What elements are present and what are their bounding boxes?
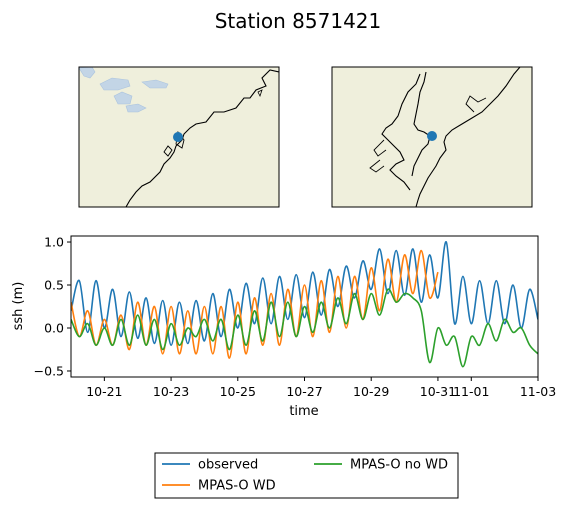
legend-frame [154,452,459,499]
x-tick-label: 10-21 [86,384,122,399]
station-marker [427,131,437,141]
map-frame [78,66,280,208]
coastline [415,67,521,207]
legend-label-mpas-o-wd: MPAS-O WD [198,479,276,494]
coastline [125,69,279,207]
island-outline [257,89,263,98]
bay-west-shore [381,73,421,191]
x-tick-label: 11-01 [453,384,489,399]
bay-east-shore [411,71,431,177]
legend-label-mpas-o-no-wd: MPAS-O no WD [350,458,448,473]
ssh-plot: −0.5 0.0 0.5 1.0 10-21 10-23 10-25 10-27 10-29 1… [11,235,556,419]
series-line-observed [71,241,538,347]
great-lakes [79,67,169,113]
legend-label-observed: observed [198,458,258,473]
y-tick-label: −0.5 [34,363,64,378]
y-tick-label: 0.0 [44,320,64,335]
x-tick-label: 10-27 [286,384,322,399]
map-frame [331,66,533,208]
legend: observed MPAS-O WD MPAS-O no WD [154,452,459,499]
delaware-bay [465,95,487,113]
local-map [331,66,533,208]
y-axis-label: ssh (m) [11,282,26,331]
station-marker [173,132,183,142]
series-line-mpas-o-no-wd [71,288,538,368]
river-inlet [369,139,387,173]
y-tick-label: 0.5 [44,278,64,293]
x-tick-label: 10-29 [353,384,389,399]
x-tick-label: 10-23 [153,384,189,399]
x-axis-label: time [289,404,318,419]
figure-title: Station 8571421 [215,9,382,33]
x-tick-label: 10-31 [420,384,456,399]
y-tick-label: 1.0 [44,235,64,250]
x-tick-label: 11-03 [520,384,556,399]
regional-map [78,66,280,208]
x-tick-label: 10-25 [220,384,256,399]
